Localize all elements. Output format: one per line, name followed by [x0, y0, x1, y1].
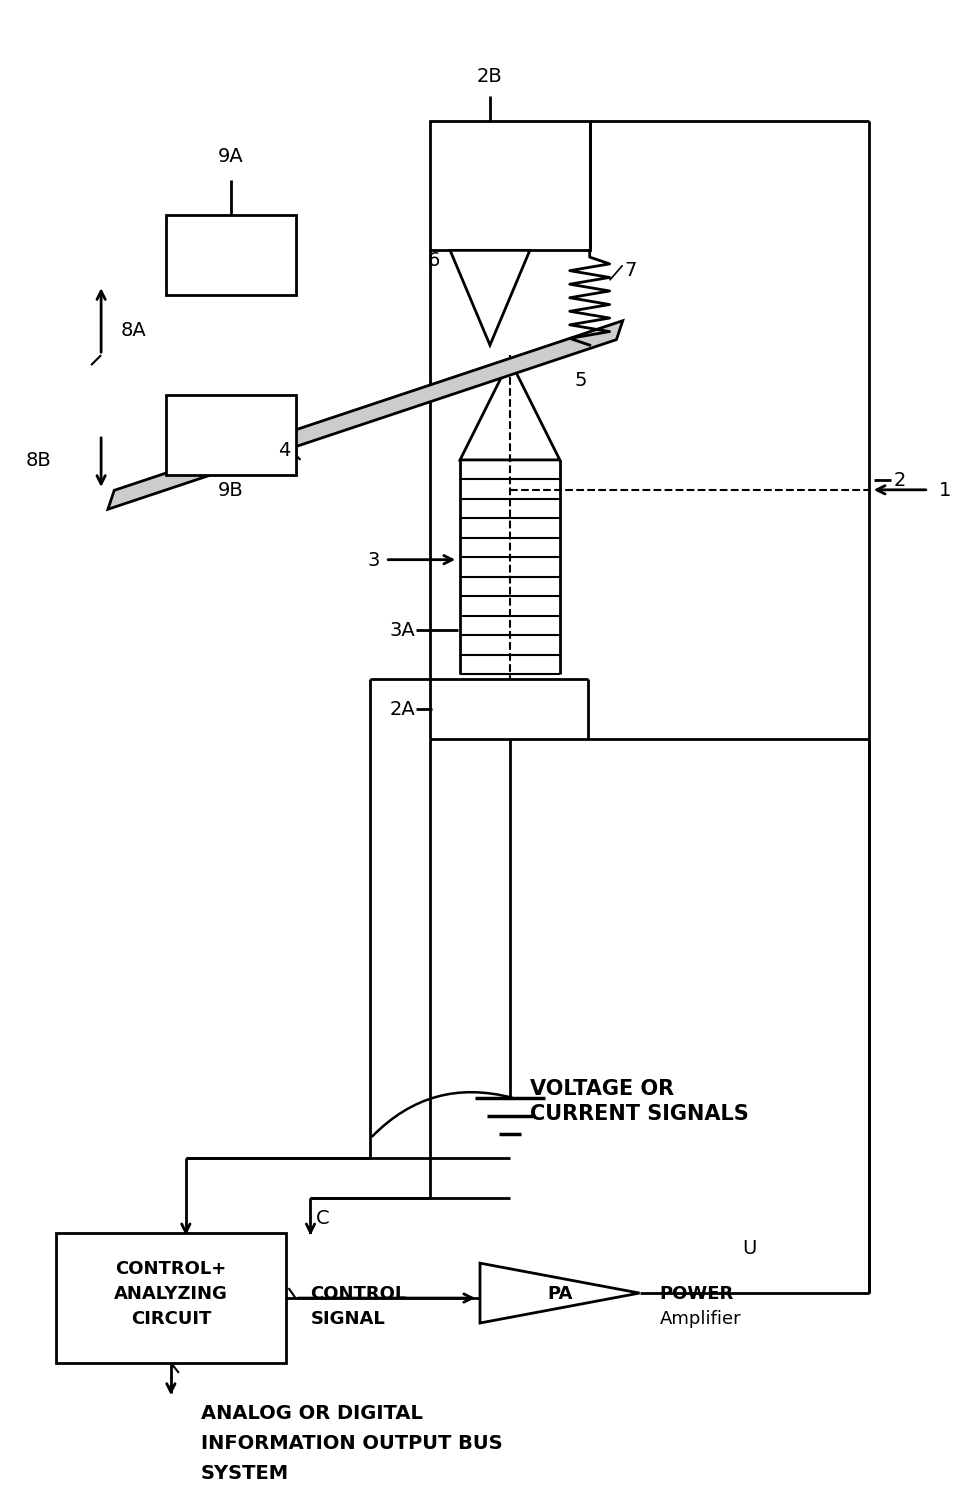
Text: 9A: 9A: [217, 146, 243, 166]
Text: CONTROL: CONTROL: [310, 1284, 407, 1302]
Text: 3: 3: [367, 550, 380, 570]
Text: CURRENT SIGNALS: CURRENT SIGNALS: [530, 1103, 748, 1124]
Text: 8B: 8B: [26, 451, 51, 470]
Text: ANALOG OR DIGITAL: ANALOG OR DIGITAL: [201, 1403, 422, 1423]
Polygon shape: [459, 360, 559, 460]
Polygon shape: [108, 321, 622, 509]
Text: 1: 1: [938, 481, 950, 500]
Polygon shape: [480, 1263, 639, 1323]
Text: CIRCUIT: CIRCUIT: [131, 1310, 210, 1328]
Text: POWER: POWER: [659, 1284, 733, 1302]
Text: SIGNAL: SIGNAL: [310, 1310, 384, 1328]
Text: Amplifier: Amplifier: [659, 1310, 740, 1328]
Text: 2A: 2A: [389, 701, 415, 719]
Text: 7: 7: [624, 261, 636, 280]
Text: ANALYZING: ANALYZING: [113, 1284, 228, 1302]
Bar: [165, 395, 295, 475]
Text: U: U: [741, 1239, 755, 1258]
Text: SYSTEM: SYSTEM: [201, 1463, 288, 1483]
Text: 2B: 2B: [477, 66, 503, 86]
Text: VOLTAGE OR: VOLTAGE OR: [530, 1079, 674, 1099]
Text: INFORMATION OUTPUT BUS: INFORMATION OUTPUT BUS: [201, 1433, 502, 1453]
Bar: [430, 121, 589, 250]
Bar: [165, 216, 295, 295]
Polygon shape: [450, 250, 530, 345]
Text: CONTROL+: CONTROL+: [115, 1260, 226, 1278]
Bar: [56, 1233, 285, 1362]
Text: PA: PA: [547, 1284, 572, 1302]
Text: 4: 4: [278, 440, 290, 460]
Text: 3A: 3A: [389, 621, 415, 639]
Text: 9B: 9B: [217, 481, 243, 500]
Text: C: C: [315, 1209, 329, 1228]
Text: 6: 6: [428, 252, 440, 270]
Text: 2: 2: [893, 470, 905, 490]
Text: 5: 5: [574, 371, 586, 390]
Text: 8A: 8A: [121, 321, 147, 341]
